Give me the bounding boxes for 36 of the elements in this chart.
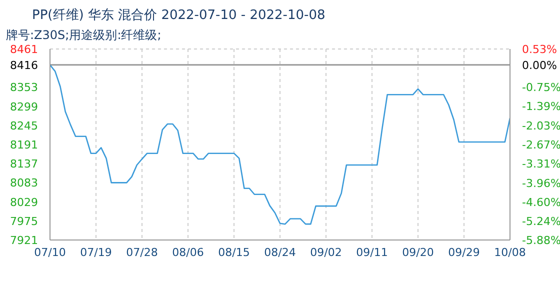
y2-tick-label: -5.88% bbox=[522, 234, 560, 247]
y-tick-label: 8083 bbox=[10, 176, 38, 190]
y2-tick-label: -3.96% bbox=[522, 176, 560, 190]
y-tick-label: 8029 bbox=[10, 196, 38, 209]
x-tick-label: 07/10 bbox=[34, 246, 66, 259]
y2-tick-label: -2.03% bbox=[522, 119, 560, 132]
y2-tick-label: -3.31% bbox=[522, 157, 560, 170]
x-tick-label: 09/29 bbox=[448, 246, 480, 259]
y2-tick-label: 0.53% bbox=[522, 43, 557, 56]
y-tick-label: 7975 bbox=[10, 214, 38, 228]
x-tick-label: 08/06 bbox=[172, 246, 204, 259]
x-tick-label: 09/20 bbox=[402, 246, 434, 259]
x-tick-label: 10/08 bbox=[494, 246, 526, 259]
y2-tick-label: -5.24% bbox=[522, 214, 560, 228]
y2-tick-label: -4.60% bbox=[522, 196, 560, 209]
y2-tick-label: -1.39% bbox=[522, 100, 560, 114]
x-tick-label: 09/02 bbox=[310, 246, 342, 259]
y-tick-label: 8191 bbox=[10, 138, 38, 152]
y-tick-label: 8416 bbox=[10, 58, 38, 72]
y2-tick-label: 0.00% bbox=[522, 58, 557, 72]
chart-subtitle: 牌号:Z30S;用途级别:纤维级; bbox=[6, 27, 162, 44]
x-tick-label: 08/24 bbox=[264, 246, 296, 259]
y-tick-label: 8137 bbox=[10, 158, 38, 171]
x-tick-label: 09/11 bbox=[356, 246, 388, 259]
y-tick-label: 8245 bbox=[10, 119, 38, 132]
x-tick-label: 08/15 bbox=[218, 246, 250, 259]
line-series bbox=[50, 64, 510, 225]
y-tick-label: 8461 bbox=[10, 43, 38, 56]
x-tick-label: 07/19 bbox=[80, 246, 112, 259]
y-tick-label: 8299 bbox=[10, 100, 38, 114]
y-tick-label: 8353 bbox=[10, 81, 38, 94]
y2-tick-label: -0.75% bbox=[522, 81, 560, 94]
chart-title: PP(纤维) 华东 混合价 2022-07-10 - 2022-10-08 bbox=[32, 7, 326, 24]
y2-tick-label: -2.67% bbox=[522, 138, 560, 152]
x-tick-label: 07/28 bbox=[126, 246, 158, 259]
y-tick-label: 7921 bbox=[10, 234, 38, 247]
